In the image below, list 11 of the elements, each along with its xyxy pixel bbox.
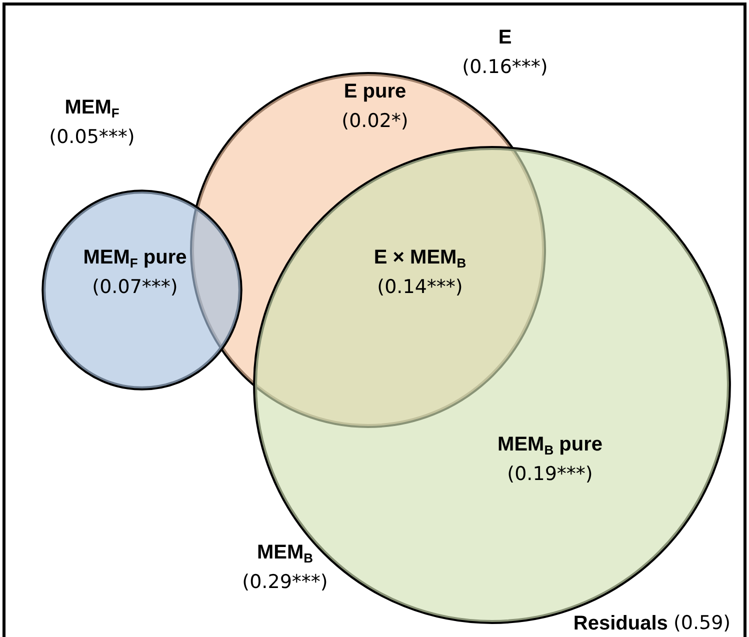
data-label: (0.02*) [342,110,408,132]
data-label: (0.59) [673,612,731,634]
data-label: (0.14***) [377,276,463,298]
data-label: (0.05***) [49,126,135,148]
data-label: (0.07***) [92,276,178,298]
data-label: (0.16***) [462,56,548,78]
category-label: E [498,26,512,49]
category-label: E pure [344,80,406,103]
data-label: (0.29***) [242,570,328,593]
category-label: Residuals [573,612,674,635]
data-label: (0.19***) [507,462,593,485]
